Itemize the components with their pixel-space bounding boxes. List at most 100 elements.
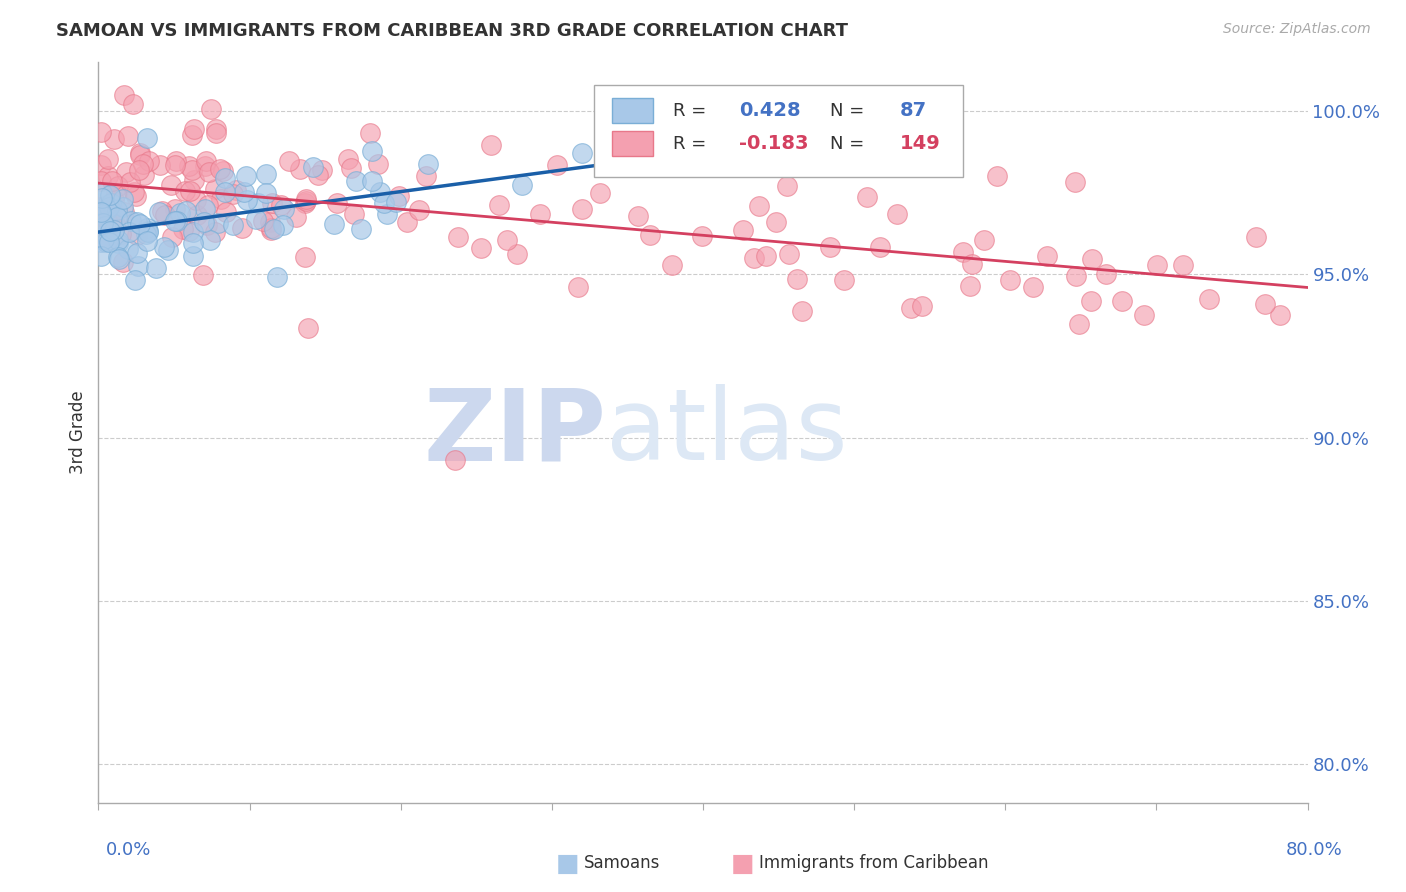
Point — [443, 453, 465, 467]
Point — [1036, 249, 1059, 263]
Point — [174, 184, 197, 198]
Point — [125, 189, 148, 203]
Point — [1081, 252, 1104, 267]
Point — [136, 225, 159, 239]
Point — [104, 217, 127, 231]
Point — [91, 215, 114, 229]
Point — [1111, 294, 1133, 309]
Point — [195, 218, 218, 232]
Point — [112, 205, 135, 219]
Point — [350, 221, 373, 235]
Text: Source: ZipAtlas.com: Source: ZipAtlas.com — [1223, 22, 1371, 37]
Point — [149, 157, 172, 171]
Text: R =: R = — [672, 102, 711, 120]
Point — [135, 227, 157, 241]
Point — [470, 241, 492, 255]
Point — [236, 193, 259, 207]
Point — [266, 270, 288, 285]
Point — [186, 208, 208, 222]
Point — [546, 158, 568, 172]
Point — [97, 169, 120, 183]
Point — [96, 198, 118, 212]
Point — [181, 249, 204, 263]
Point — [127, 228, 149, 243]
Point — [214, 171, 236, 186]
Point — [384, 195, 406, 210]
Point — [172, 222, 194, 236]
Point — [778, 247, 800, 261]
Point — [179, 184, 201, 198]
Point — [911, 299, 934, 313]
Point — [107, 178, 129, 193]
Point — [1064, 268, 1087, 283]
Point — [209, 162, 232, 177]
Point — [748, 199, 770, 213]
Point — [93, 232, 115, 246]
Point — [290, 161, 312, 176]
Point — [832, 273, 855, 287]
Text: ZIP: ZIP — [423, 384, 606, 481]
Point — [960, 257, 983, 271]
Point — [792, 304, 814, 318]
Point — [97, 153, 120, 167]
Point — [148, 205, 170, 219]
Point — [90, 249, 112, 263]
Point — [195, 154, 218, 169]
Point — [343, 207, 366, 221]
Y-axis label: 3rd Grade: 3rd Grade — [69, 391, 87, 475]
Text: atlas: atlas — [606, 384, 848, 481]
Point — [375, 207, 398, 221]
Point — [294, 196, 316, 211]
Point — [297, 321, 319, 335]
Point — [254, 167, 277, 181]
Point — [136, 130, 159, 145]
Point — [107, 251, 129, 265]
Point — [194, 160, 217, 174]
Point — [510, 178, 533, 192]
Point — [118, 175, 141, 189]
Point — [214, 186, 236, 200]
Point — [177, 159, 200, 173]
Point — [254, 186, 277, 201]
Point — [96, 203, 118, 218]
Point — [231, 221, 253, 235]
Point — [731, 222, 754, 236]
Point — [111, 192, 134, 206]
Point — [200, 103, 222, 117]
Point — [245, 211, 267, 226]
Point — [271, 218, 294, 232]
Point — [225, 183, 247, 197]
Point — [277, 154, 299, 169]
Point — [191, 268, 214, 283]
Text: 80.0%: 80.0% — [1286, 841, 1343, 859]
Point — [294, 192, 316, 206]
Point — [174, 204, 197, 219]
Point — [127, 259, 149, 273]
Point — [129, 217, 152, 231]
Point — [150, 203, 173, 218]
Point — [388, 189, 411, 203]
Point — [221, 186, 243, 201]
Point — [886, 207, 908, 221]
Point — [209, 193, 232, 207]
Point — [263, 221, 285, 235]
Point — [340, 161, 363, 175]
Point — [138, 153, 160, 168]
Point — [638, 228, 661, 243]
Point — [120, 214, 142, 228]
Text: 149: 149 — [900, 135, 941, 153]
Point — [103, 132, 125, 146]
Point — [96, 200, 118, 214]
Point — [117, 128, 139, 143]
Point — [197, 198, 219, 212]
Point — [98, 224, 121, 238]
Point — [205, 126, 228, 140]
Point — [108, 252, 131, 267]
Point — [135, 234, 157, 248]
Point — [295, 194, 318, 208]
Point — [765, 215, 787, 229]
Point — [260, 221, 283, 235]
Point — [98, 223, 121, 237]
Point — [488, 198, 510, 212]
Point — [91, 191, 114, 205]
